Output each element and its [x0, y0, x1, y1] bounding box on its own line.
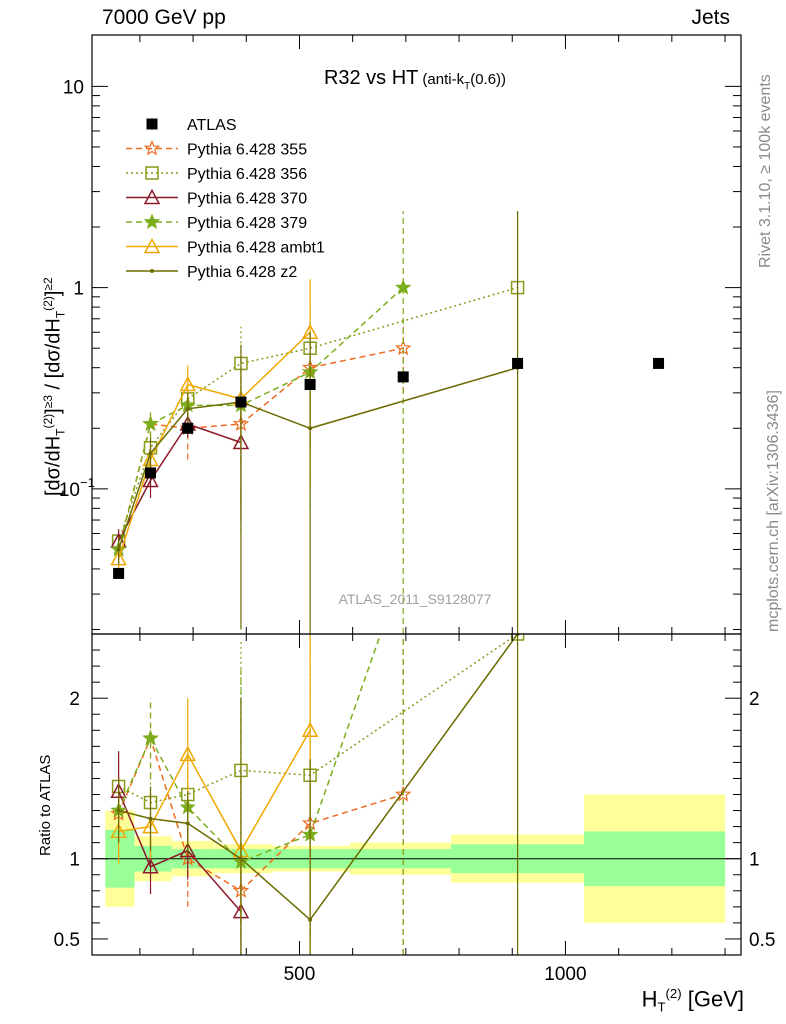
- ratio-series-layer: [110, 634, 525, 955]
- atlas-data-point: [512, 357, 524, 369]
- legend-entry: ATLAS: [146, 117, 237, 134]
- legend-label: Pythia 6.428 356: [187, 166, 307, 183]
- legend-entry: Pythia 6.428 ambt1: [126, 237, 325, 257]
- series-line: [117, 423, 242, 542]
- y-tick-label: 10: [59, 480, 80, 501]
- legend-marker: [145, 166, 159, 180]
- main-series-ambt1: [110, 279, 319, 576]
- analysis-watermark: ATLAS_2011_S9128077: [339, 591, 492, 607]
- main-series-layer: [110, 211, 665, 634]
- main-series-atlas: [113, 357, 665, 579]
- x-axis-label: HT(2) [GeV]: [641, 986, 744, 1015]
- ratio-point: [148, 816, 153, 821]
- legend-label: Pythia 6.428 370: [187, 191, 307, 208]
- atlas-data-point: [235, 396, 247, 408]
- data-point: [148, 451, 153, 456]
- data-point: [142, 415, 159, 432]
- atlas-data-point: [653, 357, 665, 369]
- chart-title: R32 vs HT (anti-kT(0.6)): [324, 67, 506, 92]
- ratio-tick-label-right: 1: [749, 850, 760, 871]
- data-point: [179, 375, 197, 392]
- legend-entry: Pythia 6.428 355: [126, 139, 307, 159]
- ratio-point: [142, 729, 159, 746]
- ratio-point: [116, 808, 121, 813]
- ratio-point: [179, 745, 197, 762]
- legend-label: Pythia 6.428 379: [187, 215, 307, 232]
- ratio-point: [394, 785, 412, 802]
- data-point: [116, 547, 121, 552]
- ratio-tick-label-left: 1: [69, 850, 80, 871]
- atlas-data-point: [182, 422, 194, 434]
- ratio-point: [238, 856, 243, 861]
- series-line: [117, 331, 311, 559]
- legend-marker: [150, 269, 154, 273]
- y-axis-label: [dσ/dHT(2)]≥3 / [dσ/dHT(2)]≥2: [41, 277, 68, 496]
- beam-energy-label: 7000 GeV pp: [102, 6, 226, 29]
- data-point: [394, 278, 412, 295]
- legend-marker: [146, 118, 158, 130]
- ratio-point: [308, 917, 313, 922]
- ratio-tick-label-left: 0.5: [54, 930, 80, 951]
- ratio-line: [117, 634, 382, 863]
- legend: ATLAS Pythia 6.428 355 Pythia 6.428 356 Pyt…: [126, 117, 325, 281]
- legend-label: Pythia 6.428 ambt1: [187, 240, 325, 257]
- legend-marker: [143, 188, 161, 205]
- ratio-point: [185, 821, 190, 826]
- atlas-data-point: [397, 371, 409, 383]
- y-tick-exponent: −1: [80, 475, 95, 490]
- legend-entry: Pythia 6.428 379: [126, 213, 307, 232]
- atlas-data-point: [145, 467, 157, 479]
- ratio-tick-label-left: 2: [69, 689, 80, 710]
- legend-label: Pythia 6.428 355: [187, 142, 307, 159]
- series-line: [117, 347, 404, 550]
- legend-marker: [143, 213, 161, 230]
- legend-entry: Pythia 6.428 356: [126, 166, 307, 183]
- process-label: Jets: [691, 6, 730, 29]
- x-tick-label: 500: [284, 964, 316, 985]
- main-series-z2: [116, 211, 520, 634]
- series-line: [117, 286, 518, 542]
- ratio-tick-label-right: 0.5: [749, 930, 775, 951]
- ratio-point: [179, 842, 197, 858]
- series-line: [117, 287, 404, 550]
- ratio-line: [118, 634, 519, 921]
- x-tick-label: 1000: [544, 964, 586, 985]
- legend-label: ATLAS: [187, 117, 237, 134]
- legend-entry: Pythia 6.428 z2: [126, 264, 297, 281]
- rivet-version-label: Rivet 3.1.10, ≥ 100k events: [757, 74, 774, 268]
- legend-label: Pythia 6.428 z2: [187, 264, 297, 281]
- mcplots-reference-label: mcplots.cern.ch [arXiv:1306.3436]: [765, 390, 782, 632]
- data-point: [185, 406, 190, 411]
- ratio-line: [117, 736, 404, 892]
- y-tick-label: 1: [73, 279, 84, 300]
- data-point: [308, 426, 313, 431]
- ratio-series-ambt1: [110, 634, 319, 955]
- legend-marker: [143, 237, 161, 254]
- y-tick-label: 10: [63, 77, 84, 98]
- legend-entry: Pythia 6.428 370: [126, 188, 307, 208]
- ratio-line: [118, 634, 518, 804]
- ratio-series-z2: [116, 634, 520, 955]
- ratio-tick-label-right: 2: [749, 689, 760, 710]
- atlas-data-point: [304, 379, 316, 391]
- main-series-356: [111, 211, 525, 634]
- ratio-y-axis-label: Ratio to ATLAS: [37, 754, 54, 856]
- data-point: [142, 471, 159, 488]
- ratio-point: [301, 721, 319, 738]
- main-series-370: [110, 402, 250, 555]
- atlas-data-point: [113, 567, 125, 579]
- series-line: [117, 366, 518, 550]
- legend-marker: [143, 139, 161, 156]
- ratio-point: [142, 858, 159, 874]
